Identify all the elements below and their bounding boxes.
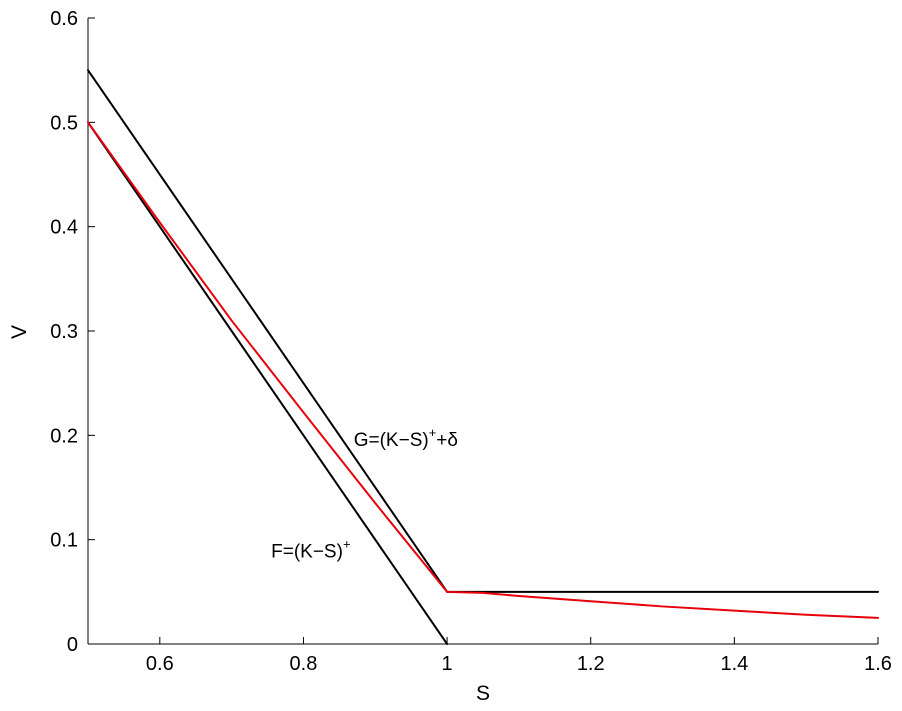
y-axis-label: V [8,325,31,339]
x-tick-label: 0.8 [290,653,318,675]
x-tick-label: 1.6 [864,653,892,675]
y-tick-label: 0.6 [50,8,78,30]
series-line-1 [87,121,449,645]
x-axis-ticks: 0.6 0.8 1 1.2 1.4 1.6 [146,637,892,675]
x-tick-label: 1.2 [577,653,605,675]
annotation-1: G=(K−S)++δ [354,425,458,451]
plot-area [87,18,878,645]
y-tick-label: 0.4 [50,217,78,239]
y-tick-label: 0.3 [50,321,78,343]
y-tick-label: 0.5 [50,112,78,134]
series-lines [87,69,879,645]
annotation-2: F=(K−S)+ [271,536,350,562]
x-axis-label: S [476,682,490,705]
x-tick-label: 1.4 [720,653,748,675]
annotations: G=(K−S)++δ F=(K−S)+ [271,425,458,563]
x-tick-label: 1 [442,653,453,675]
series-line-3 [87,121,879,619]
x-tick-label: 0.6 [146,653,174,675]
y-tick-label: 0.1 [50,530,78,552]
y-tick-label: 0.2 [50,425,78,447]
y-tick-label: 0 [67,634,78,656]
y-axis-ticks: 0 0.1 0.2 0.3 0.4 0.5 0.6 [50,8,95,656]
series-line-2 [87,69,879,593]
